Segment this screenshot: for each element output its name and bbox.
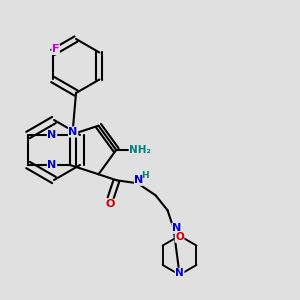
Text: N: N [47,130,57,140]
Text: N: N [47,160,57,170]
Text: N: N [172,223,181,233]
Text: N: N [175,268,184,278]
Text: O: O [175,232,184,242]
Text: N: N [134,175,144,185]
Text: NH₂: NH₂ [129,145,151,155]
Text: N: N [68,127,78,137]
Text: O: O [106,199,115,209]
Text: H: H [141,171,149,180]
Text: F: F [52,44,59,55]
